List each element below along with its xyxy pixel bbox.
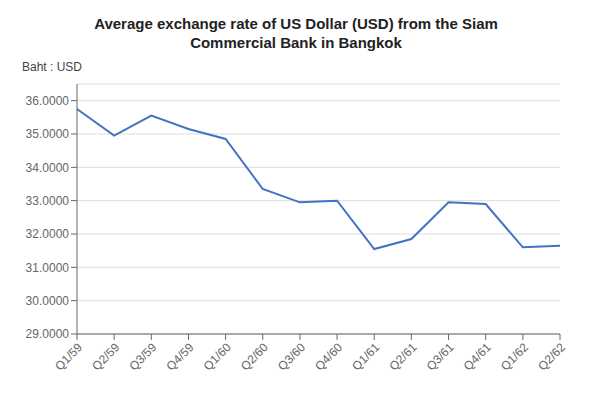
- svg-text:Q4/60: Q4/60: [312, 340, 345, 373]
- svg-text:Q3/59: Q3/59: [126, 340, 159, 373]
- svg-text:Q3/61: Q3/61: [424, 340, 457, 373]
- svg-text:Q1/59: Q1/59: [52, 340, 85, 373]
- svg-text:32.0000: 32.0000: [26, 227, 70, 241]
- html-text:Commercial Bank in Bangkok: Commercial Bank in Bangkok: [190, 34, 402, 51]
- svg-text:36.0000: 36.0000: [26, 94, 70, 108]
- svg-text:29.0000: 29.0000: [26, 327, 70, 341]
- svg-text:Q2/60: Q2/60: [238, 340, 271, 373]
- svg-text:34.0000: 34.0000: [26, 161, 70, 175]
- svg-text:Q4/61: Q4/61: [461, 340, 494, 373]
- svg-text:Q4/59: Q4/59: [164, 340, 197, 373]
- svg-text:Q2/62: Q2/62: [535, 340, 568, 373]
- svg-text:33.0000: 33.0000: [26, 194, 70, 208]
- svg-text:Q2/61: Q2/61: [387, 340, 420, 373]
- svg-text:Q1/60: Q1/60: [201, 340, 234, 373]
- svg-text:Q3/60: Q3/60: [275, 340, 308, 373]
- svg-text:Q1/62: Q1/62: [498, 340, 531, 373]
- svg-text:31.0000: 31.0000: [26, 261, 70, 275]
- svg-text:Q1/61: Q1/61: [349, 340, 382, 373]
- svg-text:30.0000: 30.0000: [26, 294, 70, 308]
- svg-text:35.0000: 35.0000: [26, 127, 70, 141]
- svg-text:Q2/59: Q2/59: [89, 340, 122, 373]
- html-text:Baht : USD: Baht : USD: [22, 60, 82, 74]
- html-text:Average exchange rate of US Do: Average exchange rate of US Dollar (USD)…: [94, 15, 498, 32]
